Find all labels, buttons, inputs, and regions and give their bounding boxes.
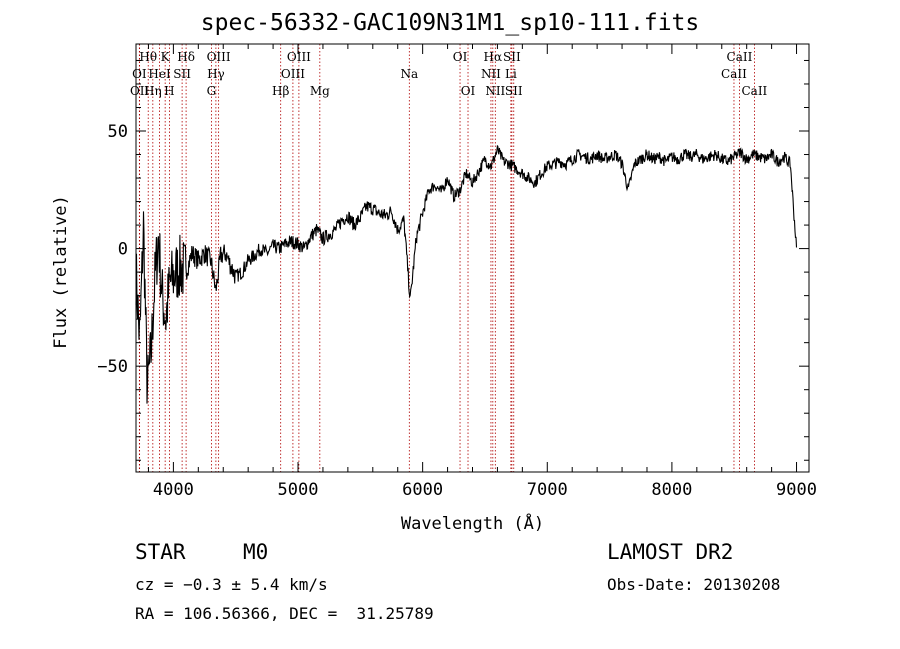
x-tick-label: 8000 <box>651 480 692 500</box>
spectral-line-label: Hη <box>144 84 162 98</box>
spectral-line-label: H <box>164 84 174 98</box>
y-tick-label: 0 <box>118 240 128 260</box>
x-tick-label: 6000 <box>402 480 443 500</box>
spectral-line-label: OI <box>453 50 468 64</box>
spectral-line-label: G <box>207 84 217 98</box>
spectral-line-label: Mg <box>310 84 330 98</box>
spectral-line-label: Li <box>505 67 517 81</box>
y-tick-label: 50 <box>108 122 128 142</box>
spectral-line-labels: Hθ OI OII K HeI Hη Hδ SII H OIII Hγ G OIII OIII Hβ Mg Na… <box>130 50 768 98</box>
object-subclass: M0 <box>243 540 269 564</box>
spectral-line-markers <box>138 44 755 472</box>
x-tick-label: 7000 <box>527 480 568 500</box>
flux-series-line <box>135 145 798 404</box>
axis-ticks: 4000 5000 6000 7000 8000 9000 −50 0 50 <box>97 44 817 500</box>
survey-name: LAMOST DR2 <box>607 540 734 564</box>
spectral-line-label: CaII <box>741 84 767 98</box>
object-class: STAR <box>135 540 186 564</box>
spectral-line-label: Hθ <box>139 50 157 64</box>
spectral-line-label: CaII <box>727 50 753 64</box>
spectral-line-label: NII <box>481 67 501 81</box>
x-tick-label: 5000 <box>278 480 319 500</box>
spectral-line-label: OI <box>132 67 147 81</box>
spectral-line-label: OIII <box>281 67 305 81</box>
observation-date: Obs-Date: 20130208 <box>607 575 781 594</box>
spectral-line-label: OIII <box>287 50 311 64</box>
coordinates: RA = 106.56366, DEC = 31.25789 <box>135 604 434 623</box>
spectral-line-label: Hγ <box>207 67 225 81</box>
spectral-line-label: CaII <box>721 67 747 81</box>
spectral-line-label: SII <box>173 67 191 81</box>
spectral-line-label: OI <box>461 84 476 98</box>
x-tick-label: 4000 <box>153 480 194 500</box>
spectral-line-label: NII <box>485 84 505 98</box>
spectral-line-label: Hβ <box>272 84 289 98</box>
spectral-line-label: Hδ <box>177 50 195 64</box>
spectral-line-label: HeI <box>148 67 171 81</box>
spectral-line-label: OIII <box>207 50 231 64</box>
redshift-cz: cz = −0.3 ± 5.4 km/s <box>135 575 328 594</box>
spectral-line-label: OII <box>130 84 150 98</box>
x-tick-label: 9000 <box>776 480 817 500</box>
spectral-line-label: K <box>161 50 171 64</box>
spectral-line-label: SII <box>503 50 521 64</box>
spectral-line-label: Na <box>400 67 418 81</box>
y-tick-label: −50 <box>97 357 128 377</box>
spectral-line-label: SII <box>505 84 523 98</box>
plot-frame <box>135 43 810 473</box>
spectral-line-label: Hα <box>484 50 503 64</box>
chart-title: spec-56332-GAC109N31M1_sp10-111.fits <box>200 10 700 36</box>
x-axis-label: Wavelength (Å) <box>401 512 544 534</box>
y-axis-label: Flux (relative) <box>51 195 71 349</box>
